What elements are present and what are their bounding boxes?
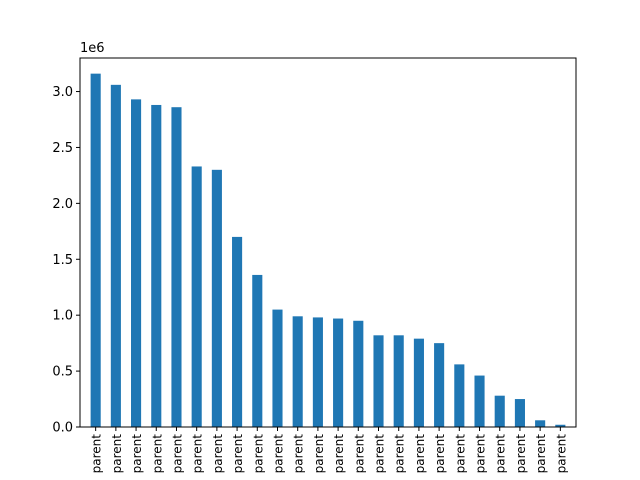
y-axis: 0.0 0.5 1.0 1.5 2.0 2.5 3.0	[52, 85, 80, 436]
y-tick-label-2: 1.0	[52, 309, 73, 324]
bar-1	[110, 84, 121, 427]
bar-19	[474, 375, 485, 427]
bar-7	[232, 236, 243, 427]
bar-10	[292, 316, 303, 427]
bar-18	[454, 364, 465, 427]
bar-21	[514, 399, 525, 427]
y-offset-label: 1e6	[80, 41, 105, 56]
x-tick-label-15: parent	[393, 434, 407, 474]
x-tick-label-12: parent	[332, 434, 346, 474]
x-tick-label-13: parent	[352, 434, 366, 474]
plot-frame	[79, 57, 577, 428]
bars-group	[90, 73, 566, 428]
x-tick-label-0: parent	[90, 434, 104, 474]
x-tick-label-18: parent	[453, 434, 467, 474]
y-tick-label-5: 2.5	[52, 141, 73, 156]
x-tick-label-14: parent	[373, 434, 387, 474]
x-tick-label-10: parent	[292, 434, 306, 474]
x-axis: parent parent parent parent parent parent pare…	[90, 427, 568, 474]
x-tick-label-6: parent	[211, 434, 225, 474]
x-tick-label-1: parent	[110, 434, 124, 474]
x-tick-label-16: parent	[413, 434, 427, 474]
x-tick-label-22: parent	[534, 434, 548, 474]
bar-2	[131, 99, 142, 428]
x-tick-label-21: parent	[514, 434, 528, 474]
bar-9	[272, 309, 283, 427]
x-tick-label-11: parent	[312, 434, 326, 474]
bar-14	[373, 335, 384, 427]
x-tick-label-4: parent	[170, 434, 184, 474]
y-tick-label-3: 1.5	[52, 253, 73, 268]
bar-23	[555, 424, 566, 427]
x-tick-label-17: parent	[433, 434, 447, 474]
x-tick-label-19: parent	[474, 434, 488, 474]
bar-12	[333, 318, 344, 427]
bar-20	[494, 395, 505, 427]
bar-5	[191, 166, 202, 427]
bar-6	[211, 169, 222, 427]
bar-11	[312, 317, 323, 427]
bar-22	[535, 420, 546, 427]
y-tick-label-4: 2.0	[52, 197, 73, 212]
x-tick-label-8: parent	[251, 434, 265, 474]
y-tick-label-6: 3.0	[52, 85, 73, 100]
bar-17	[434, 343, 445, 427]
bar-16	[413, 338, 424, 427]
x-tick-label-5: parent	[191, 434, 205, 474]
bar-15	[393, 335, 404, 427]
bar-3	[151, 104, 162, 428]
x-tick-label-9: parent	[271, 434, 285, 474]
bar-8	[252, 274, 263, 427]
bar-0	[90, 73, 101, 428]
x-tick-label-20: parent	[494, 434, 508, 474]
x-tick-label-2: parent	[130, 434, 144, 474]
bar-4	[171, 107, 182, 427]
y-tick-label-0: 0.0	[52, 421, 73, 436]
bar-13	[353, 320, 364, 427]
x-tick-label-23: parent	[554, 434, 568, 474]
x-tick-label-3: parent	[150, 434, 164, 474]
y-tick-label-1: 0.5	[52, 365, 73, 380]
x-tick-label-7: parent	[231, 434, 245, 474]
